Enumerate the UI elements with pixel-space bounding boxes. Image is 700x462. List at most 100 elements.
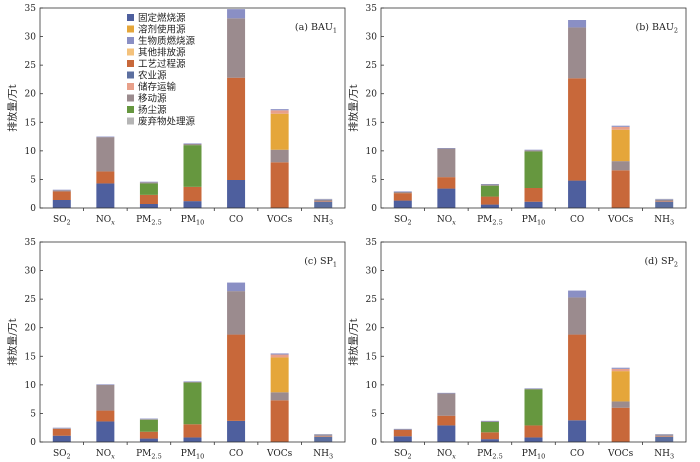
plot-frame bbox=[380, 241, 687, 443]
x-category-label: NOx bbox=[437, 215, 456, 227]
x-category-main: PM bbox=[136, 215, 151, 225]
bar-segment bbox=[227, 77, 246, 180]
y-tick-label: 15 bbox=[366, 352, 378, 362]
bar-segment bbox=[655, 199, 674, 200]
y-axis-label: 排放量/万t bbox=[347, 84, 360, 131]
bar-segment bbox=[437, 148, 456, 178]
x-category-label: SO2 bbox=[53, 449, 71, 461]
bar-segment bbox=[655, 201, 674, 202]
x-category-label: VOCs bbox=[607, 215, 634, 225]
bar-segment bbox=[270, 392, 289, 401]
bar-segment bbox=[139, 419, 158, 432]
bar-segment bbox=[655, 434, 674, 436]
x-category-label: SO2 bbox=[53, 215, 71, 227]
y-tick-label: 35 bbox=[25, 4, 37, 14]
legend-swatch bbox=[127, 48, 134, 56]
x-category-sub: x bbox=[111, 453, 115, 461]
bar-segment bbox=[611, 367, 630, 369]
bar-segment bbox=[611, 126, 630, 130]
panel-label-main: (a) BAU bbox=[295, 22, 333, 33]
x-category-label: NOx bbox=[96, 215, 115, 227]
bar-segment bbox=[524, 437, 543, 442]
legend: 固定燃烧源溶剂使用源生物质燃烧源其他排放源工艺过程源农业源储存运输移动源扬尘源废… bbox=[127, 12, 196, 128]
x-category-label: PM10 bbox=[181, 449, 205, 461]
x-category-label: CO bbox=[570, 215, 584, 225]
bar-segment bbox=[437, 425, 456, 442]
bar-segment bbox=[139, 419, 158, 420]
y-tick-label: 20 bbox=[366, 90, 378, 100]
y-tick-label: 15 bbox=[366, 118, 378, 128]
plot-frame bbox=[39, 7, 346, 209]
x-category-sub: 3 bbox=[329, 219, 333, 227]
bar-segment bbox=[611, 161, 630, 171]
x-category-sub: 3 bbox=[670, 219, 674, 227]
y-tick-label: 35 bbox=[366, 4, 378, 14]
y-tick-label: 30 bbox=[25, 267, 37, 277]
bar-segment bbox=[524, 188, 543, 202]
y-tick-label: 5 bbox=[371, 409, 377, 419]
bar-segment bbox=[314, 201, 333, 202]
x-category-sub: 3 bbox=[329, 453, 333, 461]
y-tick-label: 10 bbox=[366, 147, 378, 157]
bar-segment bbox=[437, 177, 456, 189]
bar-segment bbox=[480, 185, 499, 197]
bar-segment bbox=[393, 436, 412, 442]
bar-segment bbox=[568, 334, 587, 421]
panel-label-sub: 1 bbox=[333, 27, 337, 35]
x-category-main: SO bbox=[394, 215, 408, 225]
bar-segment bbox=[139, 194, 158, 204]
bar-segment bbox=[270, 149, 289, 163]
bar-segment bbox=[568, 420, 587, 442]
bar-segment bbox=[437, 188, 456, 208]
y-tick-label: 35 bbox=[366, 238, 378, 248]
bar-segment bbox=[96, 410, 115, 422]
x-category-sub: 10 bbox=[537, 219, 545, 227]
x-category-main: CO bbox=[229, 449, 243, 459]
x-category-label: PM10 bbox=[522, 449, 546, 461]
y-tick-label: 25 bbox=[366, 295, 378, 305]
bar-segment bbox=[96, 384, 115, 411]
x-category-sub: 10 bbox=[537, 453, 545, 461]
x-category-label: NH3 bbox=[654, 449, 674, 461]
legend-item-label: 储存运输 bbox=[138, 81, 177, 93]
x-category-main: NH bbox=[654, 215, 670, 225]
bar-segment bbox=[611, 170, 630, 208]
legend-item-label: 溶剂使用源 bbox=[138, 24, 186, 36]
x-category-main: PM bbox=[181, 215, 196, 225]
legend-item-label: 工艺过程源 bbox=[138, 58, 186, 70]
bar-segment bbox=[437, 392, 456, 394]
bar-segment bbox=[183, 382, 202, 425]
y-axis-label: 排放量/万t bbox=[347, 318, 360, 365]
bar-segment bbox=[139, 183, 158, 195]
bar-segment bbox=[393, 200, 412, 208]
y-tick-label: 20 bbox=[366, 324, 378, 334]
y-tick-label: 10 bbox=[25, 381, 37, 391]
bar-segment bbox=[611, 401, 630, 408]
x-category-label: PM2.5 bbox=[477, 215, 503, 227]
x-category-main: PM bbox=[136, 449, 151, 459]
y-tick-label: 0 bbox=[371, 204, 377, 214]
x-category-sub: 3 bbox=[670, 453, 674, 461]
panel-label-sub: 2 bbox=[674, 27, 678, 35]
bar-segment bbox=[524, 201, 543, 208]
x-category-main: SO bbox=[53, 449, 67, 459]
legend-item-label: 农业源 bbox=[138, 70, 167, 82]
bar-segment bbox=[524, 149, 543, 151]
x-category-main: NO bbox=[96, 449, 111, 459]
bar-segment bbox=[96, 137, 115, 172]
bar-segment bbox=[568, 27, 587, 79]
bar-segment bbox=[314, 434, 333, 436]
y-tick-label: 15 bbox=[25, 118, 37, 128]
y-axis-label: 排放量/万t bbox=[6, 318, 19, 365]
bar-segment bbox=[52, 189, 71, 191]
x-category-main: NO bbox=[437, 215, 452, 225]
bar-segment bbox=[96, 183, 115, 208]
bar-segment bbox=[52, 435, 71, 442]
x-category-sub: 2 bbox=[66, 453, 70, 461]
legend-swatch bbox=[127, 25, 134, 33]
bar-segment bbox=[270, 110, 289, 114]
bar-segment bbox=[393, 428, 412, 430]
